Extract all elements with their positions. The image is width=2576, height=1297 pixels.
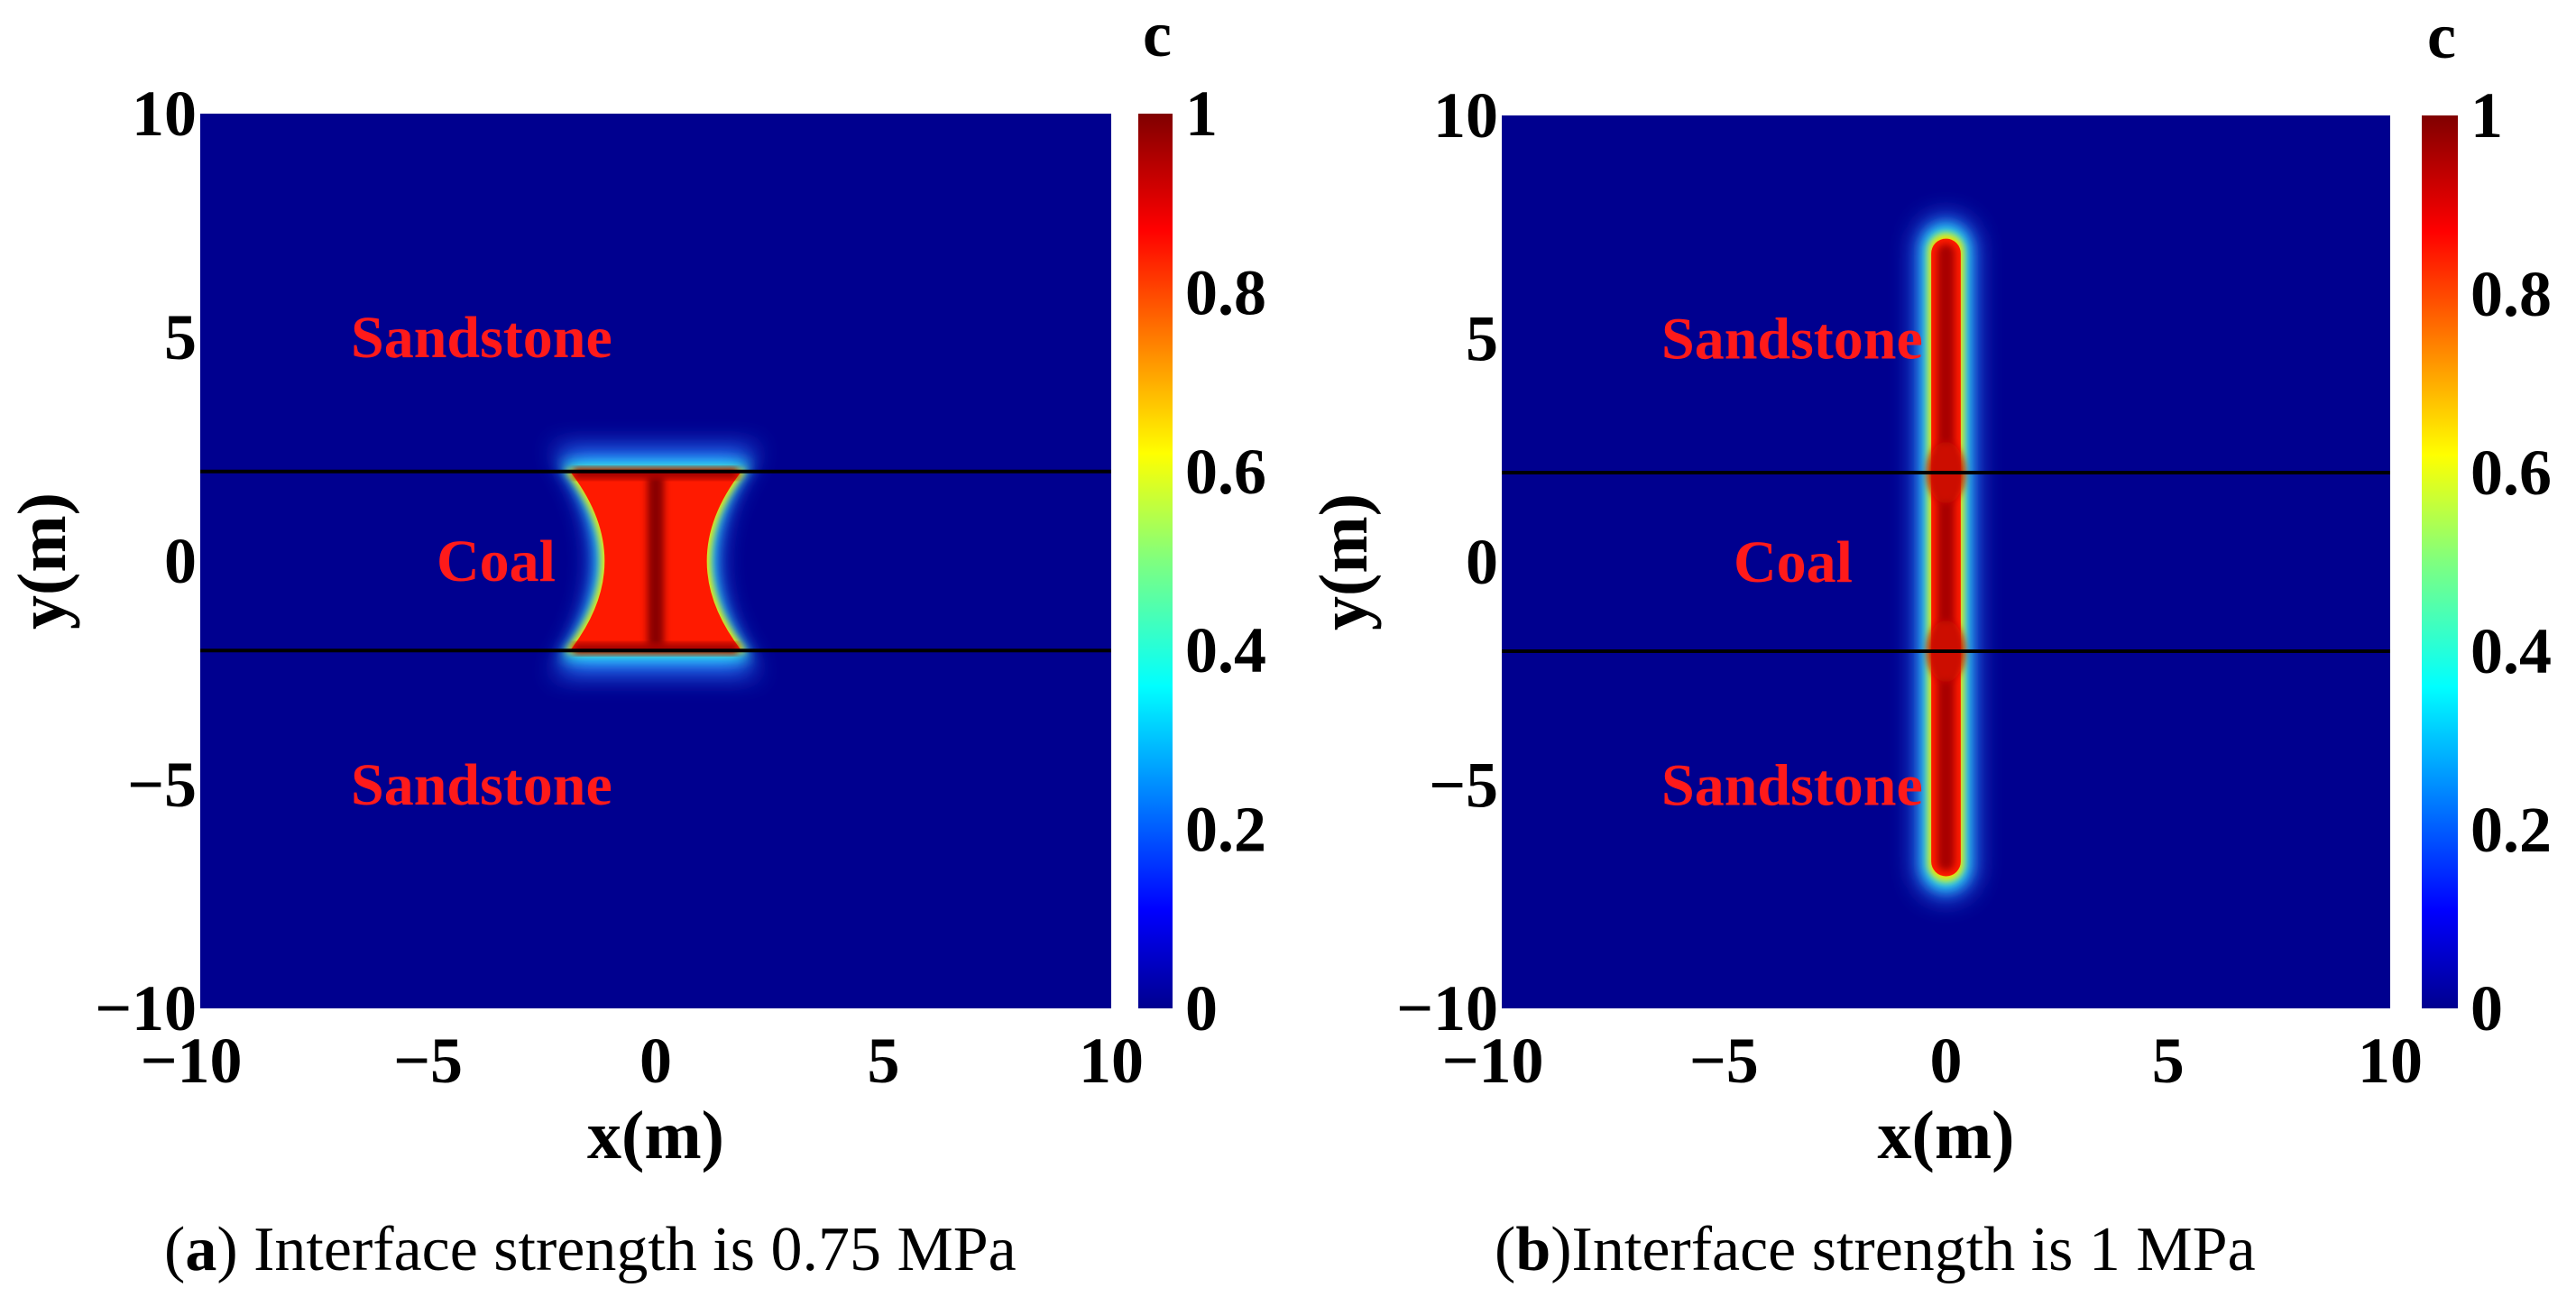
- panel-a-y-tick-label: −5: [127, 749, 197, 821]
- panel-a-x-tick-label: −5: [393, 1025, 463, 1097]
- panel-b-x-axis-label: x(m): [1878, 1098, 2015, 1173]
- panel-b-y-tick-label: −5: [1429, 750, 1498, 822]
- panel-a-caption-prefix: (: [164, 1215, 185, 1284]
- panel-b-colorbar-tick-label: 0.4: [2470, 615, 2552, 687]
- panel-b-x-tick-label: 10: [2358, 1025, 2423, 1097]
- panel-b-caption-prefix: (: [1495, 1215, 1515, 1284]
- panel-a-caption-letter: a: [185, 1215, 216, 1284]
- panel-b-x-tick-label: 5: [2152, 1025, 2185, 1097]
- panel-a-y-tick-label: −10: [95, 972, 197, 1044]
- panel-a-colorbar-tick-label: 0.8: [1185, 256, 1266, 328]
- panel-b-colorbar-tick-label: 0.8: [2470, 258, 2552, 330]
- damage-zone-core: [1937, 244, 1955, 871]
- panel-a-x-axis-label: x(m): [587, 1098, 724, 1173]
- panel-b-region-label: Sandstone: [1661, 307, 1923, 373]
- panel-b-colorbar-tick-label: 0: [2470, 972, 2503, 1044]
- panel-a-colorbar-tick-label: 0.2: [1185, 794, 1266, 866]
- panel-b-x-tick-label: 0: [1930, 1025, 1963, 1097]
- panel-b-colorbar-tick-label: 1: [2470, 79, 2503, 152]
- panel-b-caption-letter: b: [1515, 1215, 1550, 1284]
- panel-b-y-tick-label: 0: [1466, 526, 1498, 598]
- panel-a-y-axis-label: y(m): [5, 492, 80, 630]
- panel-a-colorbar: [1138, 114, 1173, 1008]
- panel-a-colorbar-tick-label: 0.4: [1185, 614, 1266, 686]
- panel-a-colorbar-tick-label: 0.6: [1185, 436, 1266, 508]
- panel-b-colorbar-title: c: [2427, 0, 2456, 72]
- panel-a-colorbar-tick-label: 0: [1185, 972, 1218, 1044]
- panel-a: Sandstone Coal Sandstone −10 −5 0 5 10 −…: [5, 0, 1266, 1284]
- panel-a-x-tick-label: 10: [1079, 1025, 1144, 1097]
- panel-b-x-tick-label: −10: [1441, 1025, 1543, 1097]
- panel-b-y-tick-label: −10: [1396, 972, 1498, 1044]
- panel-b-region-label: Coal: [1734, 529, 1853, 595]
- panel-b-colorbar-tick-label: 0.2: [2470, 794, 2552, 866]
- damage-zone-core: [647, 474, 665, 648]
- panel-b-y-axis-label: y(m): [1306, 493, 1382, 630]
- panel-b: Sandstone Coal Sandstone −10 −5 0 5 10 −…: [1306, 0, 2552, 1284]
- panel-a-y-tick-label: 5: [164, 301, 197, 373]
- panel-b-y-tick-label: 5: [1466, 303, 1498, 375]
- panel-a-colorbar-tick-label: 1: [1185, 78, 1218, 150]
- panel-a-caption-text: ) Interface strength is 0.75 MPa: [216, 1215, 1016, 1284]
- panel-a-x-tick-label: −10: [140, 1025, 242, 1097]
- panel-b-damage-zone: [1916, 216, 1976, 898]
- panel-a-y-tick-label: 0: [164, 525, 197, 597]
- panel-a-damage-zone: [553, 447, 759, 675]
- panel-b-caption: (b)Interface strength is 1 MPa: [1495, 1215, 2256, 1284]
- panel-a-region-label: Coal: [437, 529, 556, 594]
- panel-b-y-tick-label: 10: [1433, 79, 1498, 152]
- panel-a-x-tick-label: 0: [639, 1025, 672, 1097]
- panel-b-colorbar: [2422, 115, 2458, 1008]
- panel-b-colorbar-tick-label: 0.6: [2470, 437, 2552, 509]
- panel-a-region-label: Sandstone: [351, 305, 612, 371]
- panel-b-x-tick-label: −5: [1689, 1025, 1759, 1097]
- panel-a-colorbar-title: c: [1143, 0, 1172, 70]
- panel-a-y-tick-label: 10: [132, 78, 197, 150]
- panel-a-region-label: Sandstone: [351, 752, 612, 818]
- panel-a-caption: (a) Interface strength is 0.75 MPa: [164, 1215, 1017, 1284]
- panel-a-x-tick-label: 5: [868, 1025, 900, 1097]
- panel-b-caption-text: )Interface strength is 1 MPa: [1550, 1215, 2255, 1284]
- panel-b-region-label: Sandstone: [1661, 753, 1923, 819]
